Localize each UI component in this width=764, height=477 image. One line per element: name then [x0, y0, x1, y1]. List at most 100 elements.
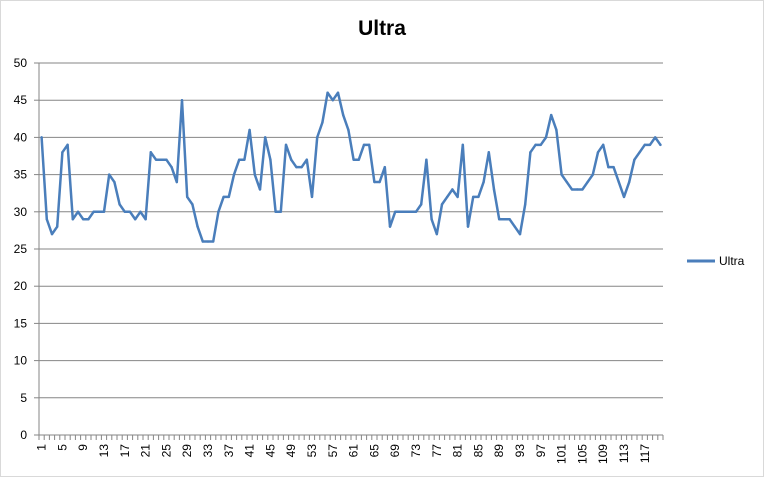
series-line-ultra — [40, 91, 662, 243]
series-layer — [40, 91, 662, 243]
data-point — [648, 143, 652, 147]
data-point — [570, 188, 574, 191]
data-point — [586, 180, 589, 184]
y-tick-label-25: 25 — [14, 242, 28, 256]
data-point — [206, 240, 210, 243]
data-point — [305, 158, 308, 161]
data-point — [544, 136, 548, 139]
data-point — [565, 180, 568, 184]
data-point — [248, 128, 251, 132]
data-point — [456, 195, 459, 199]
data-point — [529, 151, 532, 154]
data-point — [50, 232, 54, 236]
x-tick-label-33: 33 — [201, 444, 215, 458]
data-point — [175, 180, 178, 184]
data-point — [550, 113, 553, 117]
data-point — [253, 173, 256, 176]
x-tick-label-113: 113 — [617, 444, 631, 463]
data-point — [440, 203, 444, 206]
data-point — [331, 99, 334, 102]
data-point — [373, 180, 376, 184]
x-tick-label-89: 89 — [492, 444, 506, 458]
data-point — [612, 165, 615, 169]
data-point — [186, 195, 189, 199]
data-point — [180, 99, 184, 102]
data-point — [404, 210, 407, 213]
legend-label-ultra: Ultra — [719, 254, 745, 268]
x-tick-label-81: 81 — [451, 444, 465, 458]
x-tick-label-21: 21 — [139, 444, 153, 458]
data-point — [414, 210, 418, 213]
data-point — [503, 218, 506, 221]
legend: Ultra — [687, 254, 745, 268]
data-point — [472, 195, 475, 199]
data-point — [482, 180, 485, 184]
data-point — [513, 225, 516, 228]
data-point — [71, 218, 75, 221]
data-point — [654, 136, 657, 139]
data-point — [383, 165, 386, 169]
data-point — [243, 158, 246, 161]
x-tick-label-53: 53 — [305, 444, 319, 458]
data-point — [149, 151, 152, 154]
data-point — [76, 210, 80, 213]
data-point — [638, 151, 641, 154]
y-tick-label-0: 0 — [20, 428, 27, 442]
x-tick-label-57: 57 — [326, 444, 340, 458]
data-point — [362, 143, 366, 147]
x-tick-label-69: 69 — [388, 444, 402, 458]
y-tick-label-45: 45 — [14, 93, 28, 107]
y-tick-label-10: 10 — [14, 354, 28, 368]
data-point — [446, 195, 449, 199]
y-tick-label-40: 40 — [14, 130, 28, 144]
data-point — [430, 218, 433, 221]
data-point — [113, 180, 116, 184]
data-point — [201, 240, 204, 243]
y-axis-tick-labels: 0 5 10 15 20 25 30 35 40 45 50 — [14, 56, 28, 442]
data-point — [160, 158, 163, 161]
data-point — [284, 143, 288, 147]
data-point — [66, 143, 69, 147]
data-point — [659, 143, 662, 147]
data-point — [602, 143, 605, 147]
data-point — [477, 195, 480, 199]
data-point — [425, 158, 428, 161]
data-point — [622, 195, 626, 199]
data-point — [508, 218, 511, 221]
x-tick-label-41: 41 — [243, 444, 257, 458]
x-tick-label-5: 5 — [55, 444, 69, 451]
y-tick-label-50: 50 — [14, 56, 28, 70]
x-tick-label-29: 29 — [180, 444, 194, 458]
data-point — [45, 218, 48, 221]
data-point — [269, 158, 272, 161]
data-point — [144, 218, 147, 221]
data-point — [518, 232, 522, 236]
data-point — [40, 136, 43, 139]
data-point — [534, 143, 537, 147]
x-tick-label-73: 73 — [409, 444, 423, 458]
data-point — [97, 210, 101, 213]
x-tick-label-1: 1 — [35, 444, 49, 451]
x-tick-label-101: 101 — [555, 444, 569, 464]
data-point — [498, 218, 501, 221]
data-point — [378, 180, 381, 184]
data-point — [92, 210, 95, 213]
data-point — [154, 158, 158, 161]
data-point — [581, 188, 584, 191]
data-point — [191, 203, 194, 206]
data-point — [560, 173, 563, 176]
data-point — [368, 143, 371, 147]
data-point — [633, 158, 636, 161]
x-tick-label-9: 9 — [76, 444, 90, 451]
data-point — [628, 180, 631, 184]
data-point — [352, 158, 355, 161]
data-point — [139, 210, 142, 213]
data-point — [212, 240, 215, 243]
data-point — [326, 91, 329, 94]
data-point — [102, 210, 106, 213]
data-point — [487, 151, 490, 154]
data-point — [388, 225, 392, 228]
data-point — [321, 121, 324, 124]
data-point — [258, 188, 262, 191]
